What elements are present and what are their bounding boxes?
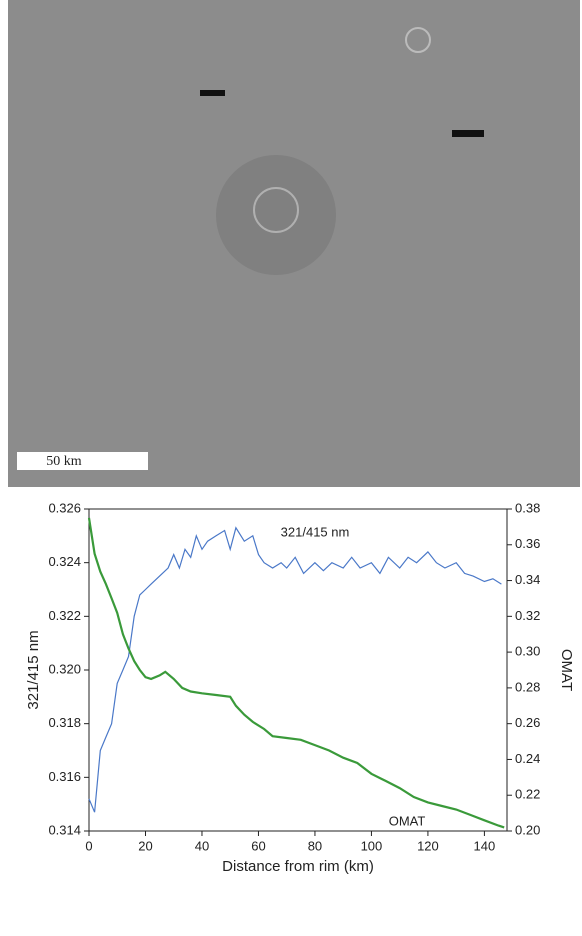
series-label: OMAT bbox=[389, 813, 426, 828]
figure: 50 km 0 20 40 60 80 100 120 140 0.314 0.316 0.318 0… bbox=[0, 0, 582, 936]
x-tick-label: 20 bbox=[138, 838, 152, 853]
y-tick-label: 0.324 bbox=[48, 554, 81, 569]
y2-tick-label: 0.30 bbox=[515, 644, 540, 659]
y-tick-label: 0.320 bbox=[48, 661, 81, 676]
data-gap bbox=[452, 130, 484, 137]
x-tick-label: 100 bbox=[361, 838, 383, 853]
y-tick-label: 0.326 bbox=[48, 500, 81, 515]
y2-tick-label: 0.26 bbox=[515, 715, 540, 730]
y2-tick-label: 0.32 bbox=[515, 608, 540, 623]
data-gap bbox=[200, 90, 225, 96]
x-axis-label: Distance from rim (km) bbox=[222, 858, 374, 875]
plot-frame bbox=[89, 509, 507, 831]
y2-tick-label: 0.38 bbox=[515, 500, 540, 515]
y2-tick-label: 0.34 bbox=[515, 572, 540, 587]
y-tick-label: 0.314 bbox=[48, 822, 81, 837]
y-axis-label: 321/415 nm bbox=[25, 630, 42, 709]
y2-tick-label: 0.22 bbox=[515, 787, 540, 802]
y-tick-label: 0.322 bbox=[48, 608, 81, 623]
y2-tick-label: 0.24 bbox=[515, 751, 540, 766]
series-line bbox=[89, 528, 501, 812]
x-tick-label: 80 bbox=[308, 838, 322, 853]
series-label: 321/415 nm bbox=[281, 524, 350, 539]
crater-halo bbox=[216, 155, 336, 275]
y2-axis-label: OMAT bbox=[558, 649, 575, 691]
scale-bar bbox=[17, 452, 148, 470]
y2-tick-label: 0.36 bbox=[515, 536, 540, 551]
x-tick-label: 60 bbox=[251, 838, 265, 853]
series-line bbox=[89, 518, 504, 828]
y2-tick-label: 0.28 bbox=[515, 679, 540, 694]
x-tick-label: 0 bbox=[85, 838, 92, 853]
y2-tick-label: 0.20 bbox=[515, 822, 540, 837]
x-tick-label: 120 bbox=[417, 838, 439, 853]
y-tick-label: 0.318 bbox=[48, 715, 81, 730]
y-tick-label: 0.316 bbox=[48, 769, 81, 784]
scale-label: 50 km bbox=[46, 454, 82, 469]
x-tick-label: 140 bbox=[474, 838, 496, 853]
x-tick-label: 40 bbox=[195, 838, 209, 853]
